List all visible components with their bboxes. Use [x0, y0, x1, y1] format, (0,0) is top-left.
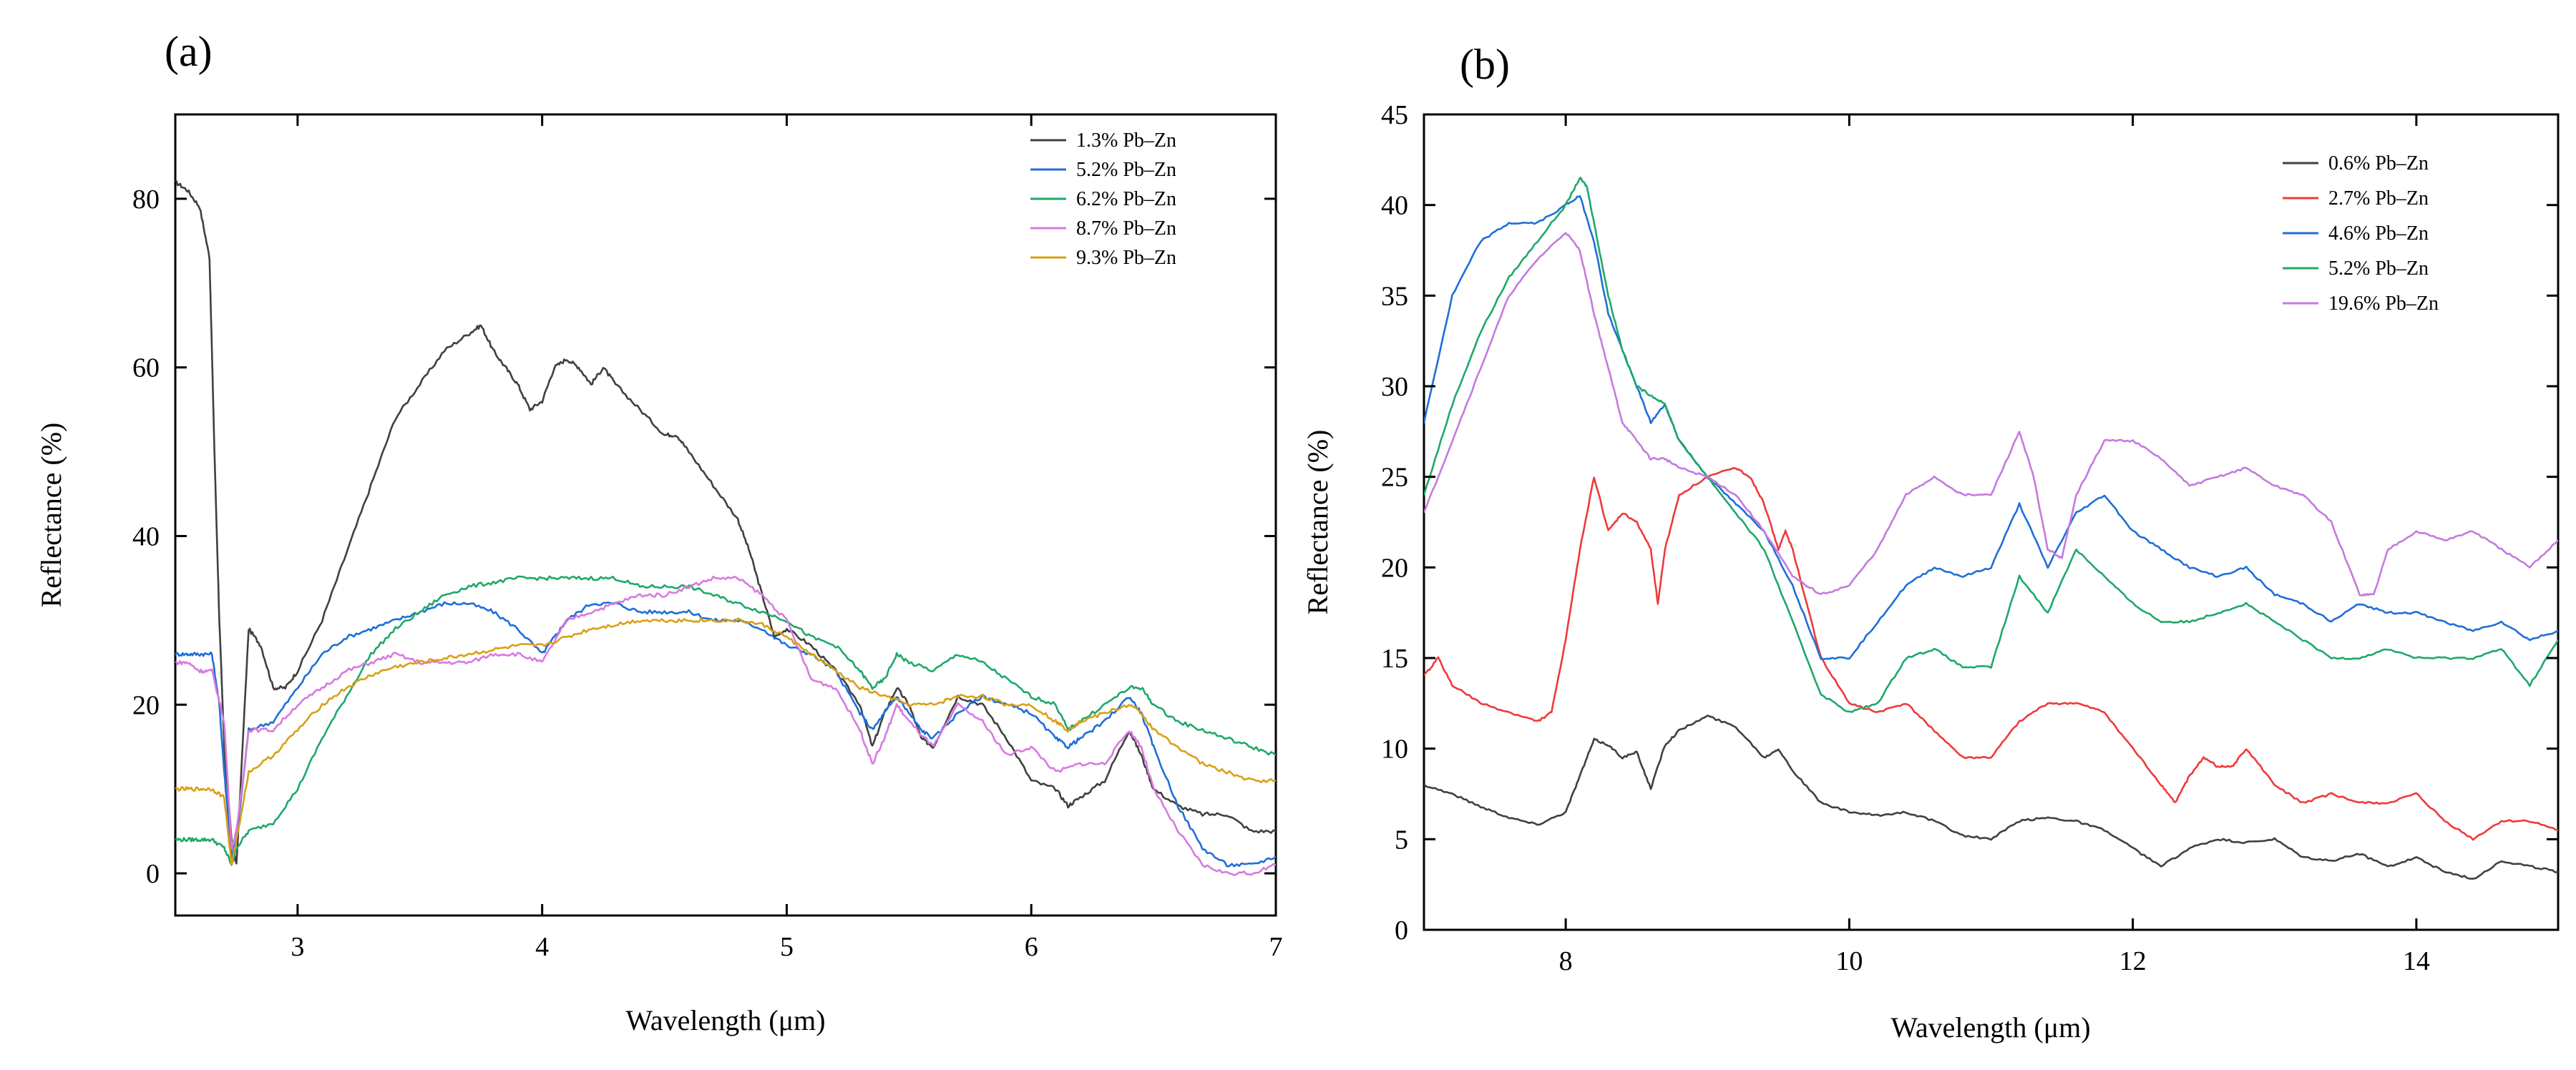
- x-axis-title-a: Wavelength (μm): [625, 1004, 825, 1036]
- series-line-a-0: [175, 180, 1276, 865]
- y-tick-label-b-2: 10: [1381, 735, 1408, 765]
- x-axis-title-b: Wavelength (μm): [1890, 1011, 2090, 1044]
- series-line-b-0: [1424, 715, 2558, 880]
- y-tick-label-b-7: 35: [1381, 281, 1408, 311]
- legend-label-a-4: 9.3% Pb–Zn: [1076, 247, 1176, 269]
- y-tick-label-a-4: 80: [132, 185, 160, 215]
- series-line-b-2: [1424, 195, 2558, 660]
- series-line-a-3: [175, 575, 1276, 876]
- x-tick-label-a-2: 5: [780, 932, 794, 962]
- x-tick-label-b-2: 12: [2119, 946, 2147, 976]
- y-tick-label-b-3: 15: [1381, 644, 1408, 674]
- y-axis-title-a: Reflectance (%): [35, 423, 67, 608]
- series-line-a-1: [175, 601, 1276, 868]
- y-tick-label-b-8: 40: [1381, 191, 1408, 221]
- y-tick-label-b-9: 45: [1381, 100, 1408, 130]
- chart-panel-a: (a) 3 4 5 6 7 0 20 40 60 80 Wavelength (μm) Refle…: [35, 28, 1283, 1036]
- series-line-b-4: [1424, 232, 2558, 597]
- series-group-b: [1424, 177, 2558, 880]
- y-tick-label-b-0: 0: [1395, 916, 1408, 946]
- legend-a: 1.3% Pb–Zn 5.2% Pb–Zn 6.2% Pb–Zn 8.7% Pb–Zn…: [1030, 129, 1176, 269]
- legend-label-a-2: 6.2% Pb–Zn: [1076, 188, 1176, 210]
- x-tick-label-b-1: 10: [1835, 946, 1863, 976]
- y-tick-label-b-5: 25: [1381, 463, 1408, 493]
- legend-label-b-4: 19.6% Pb–Zn: [2328, 293, 2439, 315]
- x-tick-label-b-3: 14: [2403, 946, 2430, 976]
- plot-frame-b: [1423, 113, 2560, 931]
- legend-label-b-1: 2.7% Pb–Zn: [2328, 187, 2429, 210]
- y-tick-label-a-2: 40: [132, 521, 160, 551]
- legend-b: 0.6% Pb–Zn 2.7% Pb–Zn 4.6% Pb–Zn 5.2% Pb–Zn…: [2283, 152, 2439, 315]
- x-tick-label-a-3: 6: [1025, 932, 1038, 962]
- plot-frame-a: [174, 113, 1277, 917]
- legend-label-b-2: 4.6% Pb–Zn: [2328, 222, 2429, 245]
- series-line-a-4: [175, 617, 1276, 865]
- series-line-b-3: [1424, 177, 2558, 713]
- x-tick-label-a-4: 7: [1269, 932, 1283, 962]
- series-line-b-1: [1424, 467, 2558, 841]
- legend-label-a-1: 5.2% Pb–Zn: [1076, 159, 1176, 181]
- y-tick-label-b-6: 30: [1381, 372, 1408, 402]
- x-tick-label-a-1: 4: [535, 932, 549, 962]
- x-tick-label-a-0: 3: [291, 932, 304, 962]
- y-tick-label-a-1: 20: [132, 690, 160, 720]
- y-tick-label-b-1: 5: [1395, 825, 1408, 855]
- legend-label-a-0: 1.3% Pb–Zn: [1076, 129, 1176, 152]
- y-tick-label-a-3: 60: [132, 353, 160, 383]
- panel-label-a: (a): [165, 28, 213, 75]
- legend-label-a-3: 8.7% Pb–Zn: [1076, 217, 1176, 240]
- y-tick-label-a-0: 0: [146, 859, 160, 889]
- y-axis-title-b: Reflectance (%): [1302, 430, 1334, 615]
- series-line-a-2: [175, 575, 1276, 866]
- series-group-a: [175, 180, 1276, 876]
- y-tick-label-b-4: 20: [1381, 553, 1408, 583]
- legend-label-b-3: 5.2% Pb–Zn: [2328, 257, 2429, 280]
- chart-panel-b: (b) 8 10 12 14 0 5 10 15 20 25 30 35 40 45 Wavelength…: [1302, 41, 2560, 1044]
- panel-label-b: (b): [1460, 41, 1510, 88]
- legend-label-b-0: 0.6% Pb–Zn: [2328, 152, 2429, 175]
- x-tick-label-b-0: 8: [1559, 946, 1573, 976]
